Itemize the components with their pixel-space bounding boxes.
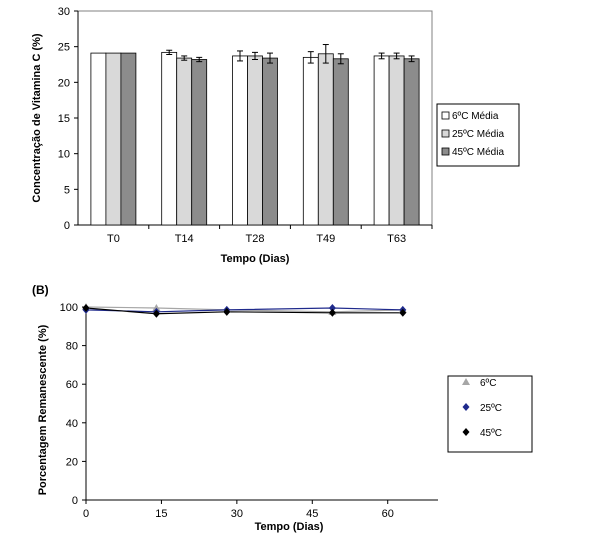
chart-a-y-tick-label: 5: [64, 184, 70, 196]
chart-a-y-tick-label: 10: [58, 149, 70, 161]
chart-b-legend-label: 25ºC: [480, 403, 502, 414]
chart-a-y-tick-label: 30: [58, 6, 70, 18]
chart-a-bar: [161, 51, 178, 226]
chart-a: 0 5 10 15 20 25 30 T0 T14 T28 T49 T63 Tempo (Dias)…: [31, 6, 520, 265]
chart-b-y-axis-title: Porcentagem Remanescente (%): [37, 324, 49, 495]
chart-b-y-tick-label: 20: [66, 456, 78, 468]
chart-b-y-tick-label: 40: [66, 418, 78, 430]
chart-a-bars: [90, 51, 420, 226]
chart-b-marker: [152, 309, 160, 318]
chart-b-x-tick-label: 15: [155, 508, 167, 520]
chart-a-bar: [247, 55, 263, 226]
chart-b-x-tick-label: 60: [382, 508, 394, 520]
chart-b-y-tick-label: 100: [60, 302, 78, 314]
chart-a-bar: [176, 57, 193, 226]
chart-b-x-tick-label: 45: [306, 508, 318, 520]
chart-a-legend-label: 45ºC Média: [452, 147, 504, 158]
chart-a-legend-swatch: [441, 129, 450, 138]
chart-b-x-axis-title: Tempo (Dias): [255, 521, 324, 533]
chart-a-x-tick-label: T0: [107, 233, 120, 245]
chart-b-marker: [152, 303, 161, 311]
chart-a-bar: [332, 58, 349, 226]
chart-a-y-tick-label: 25: [58, 42, 70, 54]
chart-a-x-tick-label: T28: [246, 233, 265, 245]
chart-b-x-tick-label: 30: [231, 508, 243, 520]
chart-a-bar: [302, 56, 319, 226]
chart-b-legend-items: 6ºC 25ºC 45ºC: [462, 378, 502, 439]
chart-b-marker: [462, 403, 470, 411]
chart-b-panel-label: (B): [32, 283, 49, 297]
chart-a-y-axis-title: Concentração de Vitamina C (%): [31, 33, 43, 202]
chart-a-legend-swatch: [441, 147, 450, 156]
chart-b-marker: [328, 308, 336, 317]
chart-b-marker: [82, 303, 90, 312]
chart-b-y-tick-label: 0: [72, 495, 78, 507]
chart-a-x-axis-title: Tempo (Dias): [221, 253, 290, 265]
chart-b-markers: [82, 303, 407, 318]
chart-a-legend: 6ºC Média 25ºC Média 45ºC Média: [436, 103, 520, 167]
chart-a-y-tick-label: 0: [64, 220, 70, 232]
chart-a-legend-items: 6ºC Média 25ºC Média 45ºC Média: [441, 111, 504, 158]
chart-b-x-ticks: 0 15 30 45 60: [83, 500, 394, 520]
chart-a-bar: [90, 52, 107, 226]
chart-b-lines: [85, 306, 403, 315]
chart-b-marker: [328, 303, 336, 312]
chart-a-legend-box: [436, 103, 520, 167]
chart-a-x-ticks: T0 T14 T28 T49 T63: [107, 225, 433, 245]
chart-a-legend-swatch: [441, 111, 450, 120]
chart-a-bar: [191, 59, 208, 226]
chart-a-y-tick-label: 20: [58, 77, 70, 89]
chart-b-marker: [399, 308, 407, 317]
chart-a-legend-label: 6ºC Média: [452, 111, 499, 122]
chart-b-legend-label: 6ºC: [480, 378, 496, 389]
chart-a-error-bars: [166, 44, 415, 65]
chart-b-y-ticks: 0 20 40 60 80 100: [60, 302, 86, 507]
chart-a-x-tick-label: T49: [316, 233, 335, 245]
chart-a-bar: [403, 58, 420, 226]
chart-a-bar: [120, 52, 137, 226]
chart-a-bar: [262, 57, 278, 226]
chart-a-bar: [388, 55, 405, 226]
chart-a-y-ticks: 0 5 10 15 20 25 30: [58, 6, 78, 232]
chart-a-x-tick-label: T14: [175, 233, 194, 245]
chart-a-bar: [373, 55, 390, 226]
chart-b-marker: [462, 378, 470, 385]
chart-b-y-tick-label: 60: [66, 379, 78, 391]
chart-a-legend-label: 25ºC Média: [452, 129, 504, 140]
chart-a-bar: [105, 52, 122, 226]
chart-a-y-tick-label: 15: [58, 113, 70, 125]
chart-b-marker: [462, 428, 470, 436]
chart-a-bar: [317, 53, 334, 226]
chart-a-bar: [232, 55, 248, 226]
chart-b-legend-label: 45ºC: [480, 428, 502, 439]
chart-b-legend-box: [447, 375, 533, 453]
chart-a-x-tick-label: T63: [387, 233, 406, 245]
chart-b-marker: [223, 307, 231, 316]
chart-b-y-tick-label: 80: [66, 341, 78, 353]
chart-b-legend: 6ºC 25ºC 45ºC: [447, 375, 533, 453]
chart-b-x-tick-label: 0: [83, 508, 89, 520]
